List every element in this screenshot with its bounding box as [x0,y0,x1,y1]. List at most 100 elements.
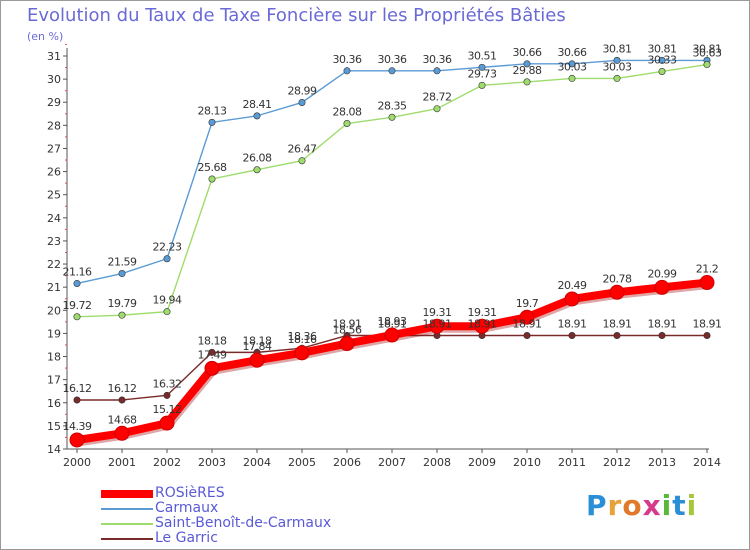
data-label-le-garric: 18.91 [378,317,407,330]
data-point-saint-benoit-de-carmaux [298,157,306,165]
data-label-le-garric: 18.91 [693,317,722,330]
legend-item-le-garric: Le Garric [101,531,401,546]
data-point-saint-benoit-de-carmaux [73,313,81,321]
data-label-rosieres: 15.12 [153,403,182,416]
data-point-rosieres [384,327,400,343]
data-label-le-garric: 18.91 [648,317,677,330]
data-point-saint-benoit-de-carmaux [478,81,486,89]
data-point-le-garric [118,396,126,404]
data-label-rosieres: 18.16 [288,333,317,346]
data-label-carmaux: 21.59 [108,256,137,269]
y-tick-label: 21 [47,281,61,294]
x-tick-label: 2008 [423,456,451,469]
data-point-saint-benoit-de-carmaux [208,175,216,183]
y-tick-label: 28 [47,119,61,132]
chart-legend: ROSièRES Carmaux Saint-Benoît-de-Carmaux… [101,486,401,546]
data-point-carmaux [253,112,261,120]
x-tick-label: 2010 [513,456,541,469]
data-point-carmaux [658,56,666,64]
logo-letter: P [586,489,608,522]
y-tick-label: 30 [47,73,61,86]
proxiti-logo: Proxiti [586,489,697,522]
data-label-rosieres: 17.84 [243,340,272,353]
data-label-saint-benoit-de-carmaux: 19.94 [153,294,182,307]
y-tick-label: 20 [47,304,61,317]
data-point-saint-benoit-de-carmaux [118,311,126,319]
chart-subtitle: (en %) [27,30,64,43]
data-point-le-garric [523,331,531,339]
legend-item-rosieres: ROSièRES [101,486,401,501]
y-tick-label: 18 [47,351,61,364]
data-label-rosieres: 14.68 [108,413,137,426]
data-label-saint-benoit-de-carmaux: 26.47 [288,143,317,156]
data-label-carmaux: 28.41 [243,98,272,111]
logo-letter: r [607,489,623,522]
data-label-le-garric: 18.91 [558,317,587,330]
logo-letter: o [622,489,643,522]
y-tick-label: 26 [47,166,61,179]
data-point-rosieres [474,318,490,334]
data-label-saint-benoit-de-carmaux: 29.73 [468,67,497,80]
data-point-le-garric [163,391,171,399]
y-tick-label: 15 [47,420,61,433]
data-point-le-garric [658,331,666,339]
data-label-carmaux: 22.23 [153,241,182,254]
data-point-rosieres [69,432,85,448]
data-point-carmaux [118,270,126,278]
data-point-rosieres [204,360,220,376]
data-label-carmaux: 30.81 [603,42,632,55]
data-label-carmaux: 28.13 [198,104,227,117]
data-label-rosieres: 20.49 [558,279,587,292]
data-point-saint-benoit-de-carmaux [253,166,261,174]
data-point-carmaux [433,67,441,75]
data-label-carmaux: 28.99 [288,84,317,97]
data-label-le-garric: 18.91 [603,317,632,330]
data-label-saint-benoit-de-carmaux: 19.72 [63,299,92,312]
y-tick-label: 16 [47,397,61,410]
y-tick-label: 29 [47,96,61,109]
y-tick-label: 27 [47,142,61,155]
data-point-rosieres [429,318,445,334]
data-point-carmaux [388,67,396,75]
data-label-le-garric: 18.91 [513,317,542,330]
series-le-garric [73,331,711,404]
data-point-carmaux [73,279,81,287]
data-label-carmaux: 30.81 [648,42,677,55]
y-tick-label: 23 [47,235,61,248]
data-label-rosieres: 21.2 [696,263,719,276]
data-point-saint-benoit-de-carmaux [343,120,351,128]
data-label-rosieres: 19.31 [468,306,497,319]
legend-label-carmaux: Carmaux [155,500,219,516]
data-point-saint-benoit-de-carmaux [388,113,396,121]
x-tick-label: 2003 [198,456,226,469]
data-label-carmaux: 30.66 [513,46,542,59]
x-tick-label: 2000 [63,456,91,469]
data-point-saint-benoit-de-carmaux [658,67,666,75]
legend-swatch-le-garric [101,538,153,540]
data-point-rosieres [519,309,535,325]
chart-title: Evolution du Taux de Taxe Foncière sur l… [27,5,566,26]
x-tick-label: 2006 [333,456,361,469]
x-tick-label: 2001 [108,456,136,469]
data-label-saint-benoit-de-carmaux: 28.72 [423,91,452,104]
data-label-rosieres: 18.93 [378,315,407,328]
logo-letter: i [661,489,673,522]
series-rosieres [69,275,715,448]
series-carmaux [73,56,711,287]
data-label-le-garric: 18.18 [198,334,227,347]
data-label-carmaux: 21.16 [63,265,92,278]
legend-item-carmaux: Carmaux [101,501,401,516]
data-label-rosieres: 14.39 [63,420,92,433]
data-label-rosieres: 19.31 [423,306,452,319]
data-label-saint-benoit-de-carmaux: 30.33 [648,53,677,66]
data-label-rosieres: 20.78 [603,272,632,285]
data-point-saint-benoit-de-carmaux [523,78,531,86]
y-tick-label: 14 [47,443,61,456]
data-label-carmaux: 30.36 [378,53,407,66]
data-point-carmaux [613,56,621,64]
data-point-carmaux [208,118,216,126]
data-label-saint-benoit-de-carmaux: 29.88 [513,64,542,77]
data-point-le-garric [703,331,711,339]
